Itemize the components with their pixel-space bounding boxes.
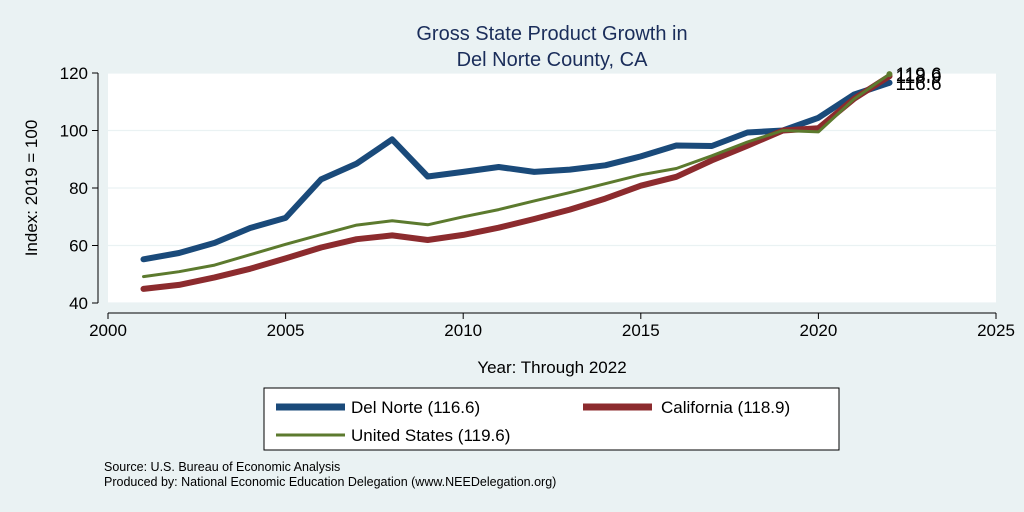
legend-box: [263, 387, 840, 451]
end-value-label: 118.9: [895, 67, 941, 88]
series-end-marker: [886, 79, 893, 86]
series-line-california: [140, 73, 893, 292]
grid: [108, 72, 996, 304]
y-axis-title: Index: 2019 = 100: [22, 120, 41, 257]
y-axis-ticks: 40 60 80 100 120: [60, 64, 98, 313]
series-line-united-states: [142, 72, 891, 279]
x-tick-label: 2010: [444, 321, 482, 340]
y-tick-label: 40: [69, 294, 88, 313]
legend: Del Norte (116.6) California (118.9) Uni…: [263, 387, 840, 451]
legend-label-united-states: United States (119.6): [351, 426, 510, 445]
y-tick-label: 80: [69, 179, 88, 198]
x-tick-label: 2000: [89, 321, 127, 340]
end-value-label: 116.6: [895, 74, 941, 95]
chart-title-line-2: Del Norte County, CA: [457, 49, 648, 71]
produced-by-note: Produced by: National Economic Education…: [104, 475, 557, 489]
x-tick-label: 2015: [622, 321, 660, 340]
y-tick-label: 120: [60, 64, 88, 83]
legend-label-california: California (118.9): [661, 398, 790, 417]
x-tick-label: 2005: [267, 321, 305, 340]
series-line-del-norte: [140, 79, 893, 263]
x-axis-title: Year: Through 2022: [477, 358, 626, 377]
x-tick-label: 2020: [799, 321, 837, 340]
x-tick-label: 2025: [977, 321, 1015, 340]
x-axis-ticks: 2000 2005 2010 2015 2020 2025: [89, 313, 1015, 340]
end-value-label: 119.6: [895, 65, 941, 86]
chart-title-line-1: Gross State Product Growth in: [416, 23, 687, 45]
y-tick-label: 60: [69, 237, 88, 256]
series-end-marker: [886, 71, 893, 78]
series-lines: [140, 71, 893, 292]
y-tick-label: 100: [60, 122, 88, 141]
source-note: Source: U.S. Bureau of Economic Analysis: [104, 460, 341, 474]
legend-label-del-norte: Del Norte (116.6): [351, 398, 480, 417]
